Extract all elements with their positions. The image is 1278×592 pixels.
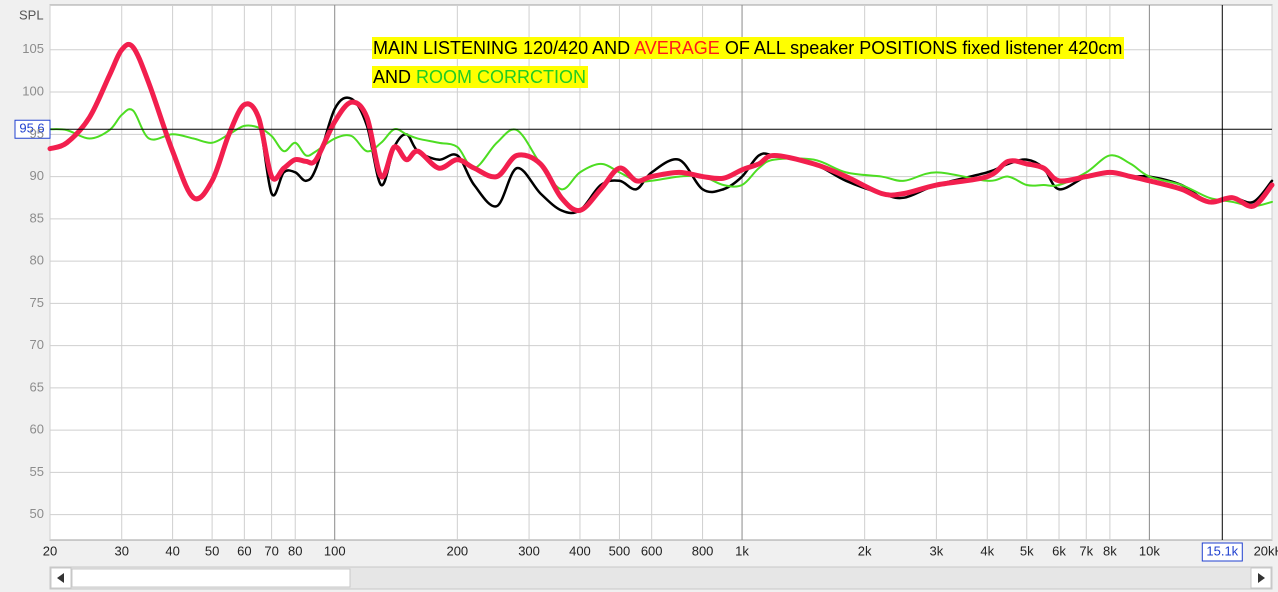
x-tick-label: 200: [446, 543, 468, 558]
scroll-right-arrow: [1258, 573, 1265, 583]
tick-labels: 50 55 60 65 70 75 80 85 90 95 100 105 20 30 40 50 60 70 80…: [22, 41, 1278, 558]
x-tick-label: 5k: [1020, 543, 1034, 558]
annotation: MAIN LISTENING 120/420 AND AVERAGE OF AL…: [372, 34, 1125, 92]
x-tick-label: 4k: [980, 543, 994, 558]
x-tick-label: 1k: [735, 543, 749, 558]
y-tick-label: 75: [30, 295, 44, 310]
x-tick-label: 100: [324, 543, 346, 558]
x-tick-label: 300: [518, 543, 540, 558]
y-tick-label: 65: [30, 379, 44, 394]
x-tick-label: 80: [288, 543, 302, 558]
y-tick-label: 85: [30, 210, 44, 225]
annotation-line: MAIN LISTENING 120/420 AND AVERAGE OF AL…: [372, 34, 1125, 63]
y-tick-label: 70: [30, 337, 44, 352]
curves: [47, 41, 1275, 215]
plot-area: [49, 4, 1273, 541]
annotation-text: MAIN LISTENING 120/420 AND: [373, 38, 635, 58]
y-tick-label: 90: [30, 168, 44, 183]
scroll-left-arrow: [57, 573, 64, 583]
x-tick-label: 2k: [858, 543, 872, 558]
x-tick-label: 6k: [1052, 543, 1066, 558]
x-tick-label: 800: [692, 543, 714, 558]
cursor-x-label: 15.1k: [1206, 543, 1238, 558]
x-tick-label: 500: [609, 543, 631, 558]
x-tick-label: 400: [569, 543, 591, 558]
scrollbar-track[interactable]: [49, 566, 1273, 590]
x-tick-label: 20kHz: [1254, 543, 1278, 558]
cursor-y-box: [14, 119, 51, 139]
annotation-highlight: AND ROOM CORRCTION: [372, 66, 589, 88]
x-tick-label: 20: [43, 543, 57, 558]
cursor-y-label: 95.6: [19, 121, 44, 136]
x-tick-label: 70: [264, 543, 278, 558]
y-tick-label: 50: [30, 506, 44, 521]
annotation-highlight: MAIN LISTENING 120/420 AND AVERAGE OF AL…: [372, 37, 1125, 59]
x-tick-label: 50: [205, 543, 219, 558]
x-tick-label: 3k: [930, 543, 944, 558]
x-tick-label: 60: [237, 543, 251, 558]
annotation-text: ROOM CORRCTION: [416, 67, 587, 87]
y-tick-label: 105: [22, 41, 44, 56]
y-tick-label: 100: [22, 83, 44, 98]
x-tick-label: 40: [165, 543, 179, 558]
y-axis-label: SPL: [19, 7, 44, 22]
y-tick-label: 80: [30, 253, 44, 268]
annotation-text: OF ALL speaker POSITIONS fixed listener …: [719, 38, 1123, 58]
x-tick-label: 7k: [1079, 543, 1093, 558]
annotation-text: AVERAGE: [634, 38, 720, 58]
x-tick-label: 10k: [1139, 543, 1160, 558]
x-tick-label: 600: [641, 543, 663, 558]
y-tick-label: 55: [30, 464, 44, 479]
response-curve: [47, 41, 1275, 214]
cursor-x-box: [1201, 542, 1243, 562]
cursor: 95.6 15.1k: [14, 5, 1272, 562]
y-tick-label: 95: [30, 126, 44, 141]
annotation-line: AND ROOM CORRCTION: [372, 63, 1124, 92]
x-tick-label: 30: [114, 543, 128, 558]
y-tick-label: 60: [30, 422, 44, 437]
scrollbar-thumb[interactable]: [71, 568, 351, 588]
annotation-text: AND: [373, 67, 417, 87]
x-tick-label: 8k: [1103, 543, 1117, 558]
